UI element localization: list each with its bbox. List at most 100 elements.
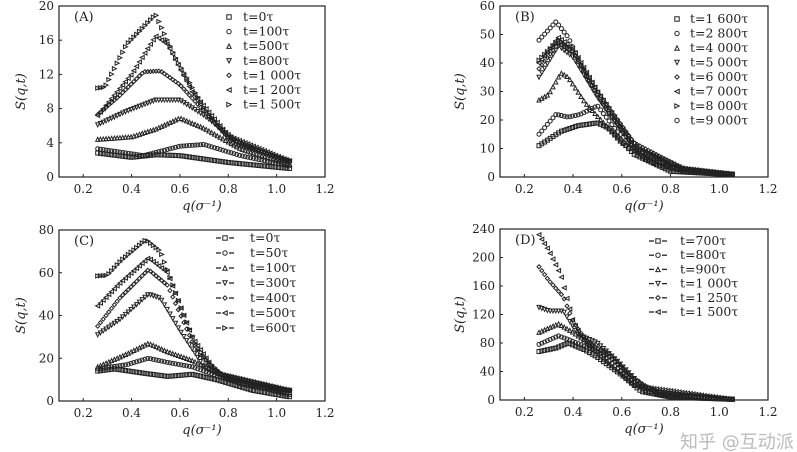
data-point bbox=[123, 254, 129, 260]
data-point bbox=[158, 345, 165, 352]
data-point bbox=[536, 65, 542, 72]
data-point bbox=[653, 161, 660, 168]
data-point bbox=[572, 124, 578, 130]
data-point bbox=[95, 85, 101, 91]
data-point bbox=[105, 291, 112, 298]
data-point bbox=[175, 80, 182, 87]
legend-marker bbox=[654, 280, 662, 287]
data-point bbox=[275, 153, 282, 160]
data-point bbox=[97, 330, 104, 336]
data-point bbox=[270, 391, 276, 397]
legend-label: t=9 000τ bbox=[690, 113, 748, 128]
data-point bbox=[189, 88, 195, 95]
data-point bbox=[131, 78, 137, 85]
data-point bbox=[153, 343, 159, 350]
data-point bbox=[614, 120, 620, 126]
data-point bbox=[566, 76, 573, 83]
data-point bbox=[194, 342, 201, 349]
data-point bbox=[237, 378, 243, 385]
legend-entry: t=0τ bbox=[226, 9, 273, 24]
data-point bbox=[563, 295, 570, 302]
data-point bbox=[153, 273, 159, 279]
data-point bbox=[122, 109, 129, 115]
data-point bbox=[133, 76, 140, 82]
data-point bbox=[156, 275, 162, 281]
data-point bbox=[544, 338, 550, 344]
legend-label: t=500τ bbox=[250, 305, 296, 320]
legend-marker bbox=[226, 28, 232, 35]
data-point bbox=[189, 333, 196, 339]
data-point bbox=[542, 339, 548, 345]
data-point bbox=[128, 307, 134, 313]
data-point bbox=[164, 97, 171, 104]
data-point bbox=[122, 134, 129, 140]
data-point bbox=[106, 117, 112, 123]
data-point bbox=[167, 74, 173, 81]
legend-entry: t=9 000τ bbox=[674, 113, 748, 128]
data-point bbox=[556, 22, 562, 28]
data-point bbox=[569, 328, 576, 335]
x-tick-label: 1.0 bbox=[710, 405, 729, 419]
legend-label: t=800τ bbox=[243, 53, 289, 68]
data-point bbox=[242, 379, 249, 386]
legend-label: t=100τ bbox=[243, 24, 289, 39]
legend-entry: t=7 000τ bbox=[673, 84, 748, 99]
data-point bbox=[625, 378, 632, 384]
data-point bbox=[131, 304, 137, 311]
data-point bbox=[556, 112, 562, 118]
data-point bbox=[536, 264, 542, 270]
data-point bbox=[625, 143, 632, 150]
legend-entry: t=400τ bbox=[216, 290, 296, 305]
data-point bbox=[117, 316, 123, 323]
data-point bbox=[195, 155, 201, 161]
data-point bbox=[608, 363, 615, 370]
legend-entry: t=1 250τ bbox=[649, 290, 738, 305]
legend-marker bbox=[654, 308, 661, 316]
data-point bbox=[264, 163, 270, 169]
data-point bbox=[106, 76, 112, 83]
data-point bbox=[535, 60, 542, 66]
data-point bbox=[175, 144, 181, 150]
data-point bbox=[659, 160, 665, 166]
data-point bbox=[186, 92, 193, 98]
data-point bbox=[245, 148, 251, 154]
data-point bbox=[186, 363, 192, 369]
data-point bbox=[125, 251, 132, 258]
data-point bbox=[128, 368, 134, 374]
data-point bbox=[217, 158, 223, 164]
data-point bbox=[605, 361, 612, 367]
data-point bbox=[609, 128, 615, 135]
data-point bbox=[97, 319, 104, 326]
data-point bbox=[598, 97, 604, 103]
data-point bbox=[108, 135, 115, 141]
data-point bbox=[100, 297, 106, 303]
data-point bbox=[136, 73, 143, 79]
legend-entry: t=900τ bbox=[649, 261, 726, 276]
data-point bbox=[95, 273, 101, 279]
data-point bbox=[117, 134, 123, 141]
data-point bbox=[536, 57, 543, 63]
data-point bbox=[617, 363, 623, 370]
data-point bbox=[278, 386, 285, 392]
data-point bbox=[676, 165, 683, 171]
data-point bbox=[195, 347, 201, 354]
data-point bbox=[144, 45, 151, 52]
data-point bbox=[239, 142, 246, 149]
data-point bbox=[145, 238, 151, 244]
data-point bbox=[117, 54, 124, 61]
x-tick-label: 1.0 bbox=[267, 406, 286, 420]
data-point bbox=[184, 363, 190, 369]
data-point bbox=[103, 312, 109, 319]
x-axis-label: q(σ⁻¹) bbox=[182, 199, 221, 214]
data-point bbox=[164, 282, 170, 288]
data-point bbox=[239, 153, 245, 159]
plot-frame bbox=[58, 5, 326, 178]
data-point bbox=[178, 153, 184, 159]
x-axis-label: q(σ⁻¹) bbox=[182, 423, 221, 438]
x-tick-label: 1.0 bbox=[267, 182, 286, 196]
data-point bbox=[206, 111, 213, 118]
data-point bbox=[209, 157, 215, 163]
data-point bbox=[109, 364, 115, 370]
data-point bbox=[114, 363, 120, 369]
data-point bbox=[148, 151, 154, 157]
